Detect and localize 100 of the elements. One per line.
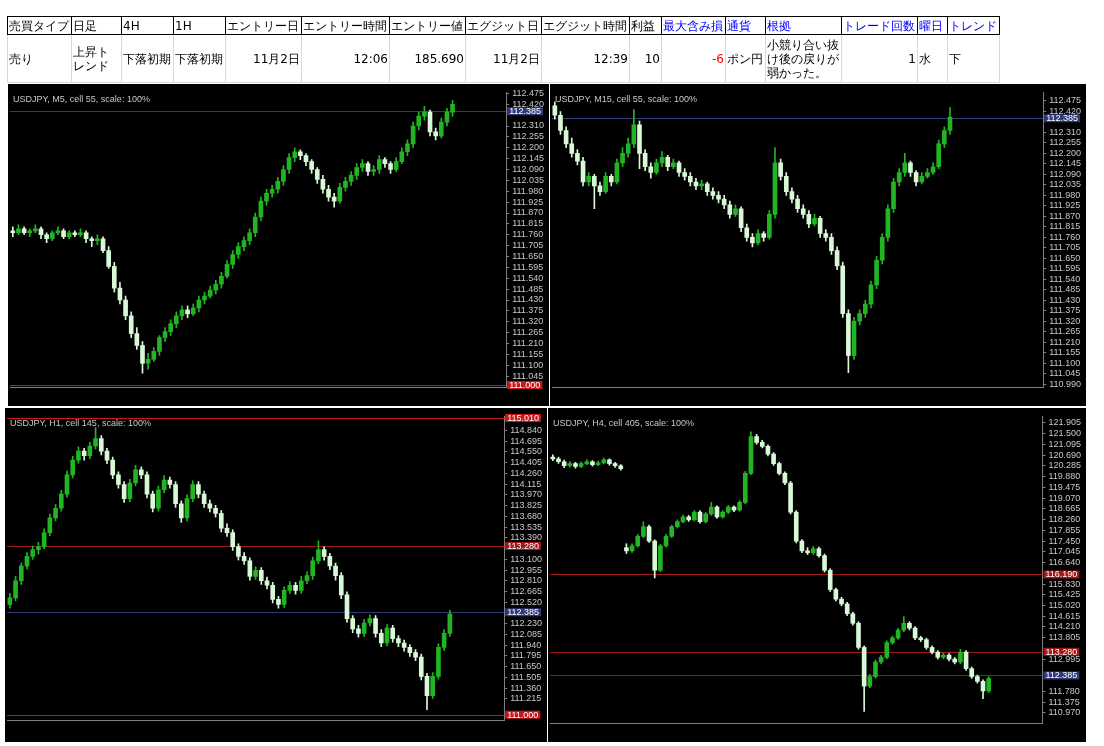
ref-line-label: 111.000 xyxy=(507,709,539,720)
y-tick-label: 112.085 xyxy=(510,628,543,639)
y-tick-label: 114.615 xyxy=(1048,610,1081,621)
y-tick-label: 113.970 xyxy=(510,489,543,500)
y-tick-label: 111.595 xyxy=(1049,263,1081,274)
y-tick-label: 111.375 xyxy=(512,305,544,316)
y-tick-label: 114.210 xyxy=(1048,621,1081,632)
text: 売り xyxy=(9,51,33,66)
category-label: 曜日 xyxy=(919,18,943,33)
y-tick-label: 121.905 xyxy=(1048,417,1082,428)
y-tick-label: 114.115 xyxy=(510,478,542,489)
category-label: 根拠 xyxy=(767,18,791,33)
text: 下 xyxy=(949,51,961,66)
ref-line-label: 113.280 xyxy=(1045,646,1078,657)
y-tick-label: 111.760 xyxy=(512,229,544,240)
y-tick-label: 115.425 xyxy=(1048,589,1081,600)
category-label: 1H xyxy=(175,18,192,33)
chart-title: USDJPY, M5, cell 55, scale: 100% xyxy=(13,94,150,105)
y-tick-label: 111.210 xyxy=(512,337,544,348)
y-tick-label: 113.805 xyxy=(1048,632,1081,643)
category-label: エントリー日 xyxy=(227,18,299,33)
category-label: 日足 xyxy=(73,18,97,33)
text: 1 xyxy=(908,51,916,66)
y-tick-label: 111.705 xyxy=(512,240,544,251)
y-tick-label: 111.430 xyxy=(512,294,544,305)
category-label: エグジット日 xyxy=(467,18,539,33)
y-tick-label: 113.100 xyxy=(510,553,543,564)
y-tick-label: 111.780 xyxy=(1048,685,1080,696)
y-tick-label: 111.940 xyxy=(510,639,542,650)
y-tick-label: 112.145 xyxy=(1049,158,1082,169)
y-tick-label: 111.155 xyxy=(1049,347,1081,358)
y-tick-label: 112.255 xyxy=(1049,137,1082,148)
category-label: トレンド xyxy=(949,18,997,33)
text: ポン円 xyxy=(727,51,763,66)
category-label: エントリー値 xyxy=(391,18,463,33)
y-tick-label: 112.145 xyxy=(512,153,545,164)
y-tick-label: 112.475 xyxy=(512,87,545,98)
ref-line-label: 112.385 xyxy=(509,106,542,117)
y-tick-label: 111.375 xyxy=(1048,696,1080,707)
y-tick-label: 111.595 xyxy=(512,261,544,272)
y-tick-label: 121.095 xyxy=(1048,438,1082,449)
y-tick-label: 111.980 xyxy=(1049,189,1081,200)
y-tick-label: 112.035 xyxy=(1049,179,1082,190)
y-tick-label: 112.090 xyxy=(1049,168,1082,179)
y-tick-label: 111.870 xyxy=(1049,210,1081,221)
ref-line-label: 112.385 xyxy=(507,607,540,618)
y-tick-label: 111.925 xyxy=(1049,200,1081,211)
y-tick-label: 112.090 xyxy=(512,163,545,174)
y-tick-label: 112.810 xyxy=(510,575,543,586)
category-label: トレード回数 xyxy=(843,18,915,33)
text: 水 xyxy=(919,51,931,66)
y-tick-label: 120.285 xyxy=(1048,460,1082,471)
category-label: 通貨 xyxy=(727,18,751,33)
category-label: 最大含み損 xyxy=(663,18,723,33)
category-label: エントリー時間 xyxy=(303,18,387,33)
chart-title: USDJPY, M15, cell 55, scale: 100% xyxy=(555,94,697,105)
y-tick-label: 111.650 xyxy=(1049,252,1081,263)
y-tick-label: 112.200 xyxy=(1049,147,1082,158)
y-tick-label: 114.550 xyxy=(510,446,543,457)
y-tick-label: 112.665 xyxy=(510,586,543,597)
y-tick-label: 110.990 xyxy=(1049,378,1082,389)
y-tick-label: 119.070 xyxy=(1048,492,1081,503)
text: 12:39 xyxy=(593,51,628,66)
y-tick-label: 114.840 xyxy=(510,424,543,435)
y-tick-label: 111.265 xyxy=(1049,326,1081,337)
y-tick-label: 111.100 xyxy=(512,359,544,370)
ref-line-label: 113.280 xyxy=(507,540,540,551)
y-tick-label: 111.155 xyxy=(512,348,544,359)
text: 11月2日 xyxy=(253,51,300,66)
y-tick-label: 111.100 xyxy=(1049,357,1081,368)
y-tick-label: 111.505 xyxy=(510,671,542,682)
y-tick-label: 114.405 xyxy=(510,457,543,468)
y-tick-label: 111.650 xyxy=(512,250,544,261)
y-tick-label: 111.650 xyxy=(510,661,542,672)
y-tick-label: 112.035 xyxy=(512,174,545,185)
text: 10 xyxy=(644,51,660,66)
y-tick-label: 118.665 xyxy=(1048,503,1081,514)
y-tick-label: 111.375 xyxy=(1049,305,1081,316)
chart-title: USDJPY, H1, cell 145, scale: 100% xyxy=(10,418,151,429)
ref-line-label: 111.000 xyxy=(509,380,541,391)
y-tick-label: 111.760 xyxy=(1049,231,1081,242)
y-tick-label: 111.925 xyxy=(512,196,544,207)
y-tick-label: 113.390 xyxy=(510,532,543,543)
y-tick-label: 111.815 xyxy=(512,218,544,229)
y-tick-label: 117.045 xyxy=(1048,546,1081,557)
y-tick-label: 113.825 xyxy=(510,500,543,511)
y-tick-label: 111.795 xyxy=(510,650,542,661)
text: 12:06 xyxy=(353,51,388,66)
y-tick-label: 111.485 xyxy=(512,283,544,294)
text: 小競り合い抜け後の戻りが弱かった。 xyxy=(767,37,839,80)
y-tick-label: 112.310 xyxy=(1049,126,1082,137)
text: 下落初期 xyxy=(123,51,171,66)
y-tick-label: 111.360 xyxy=(510,682,542,693)
y-tick-label: 112.475 xyxy=(1049,95,1082,106)
y-tick-label: 112.200 xyxy=(512,142,545,153)
y-tick-label: 112.520 xyxy=(510,596,543,607)
y-tick-label: 111.045 xyxy=(1049,368,1081,379)
y-tick-label: 115.830 xyxy=(1048,578,1081,589)
y-tick-label: 111.485 xyxy=(1049,284,1081,295)
y-tick-label: 111.320 xyxy=(512,316,544,327)
